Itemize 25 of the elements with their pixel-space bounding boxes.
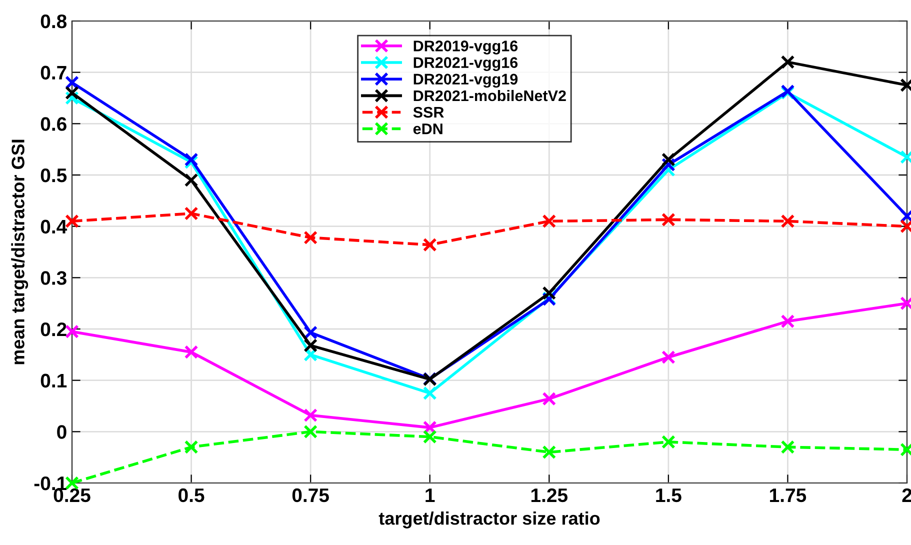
legend-label: DR2021-vgg16: [414, 57, 518, 72]
y-tick-label: 0.4: [40, 220, 68, 234]
y-tick-label: 0.1: [40, 374, 67, 388]
x-axis-title: target/distractor size ratio: [378, 512, 600, 528]
y-tick-label: 0.6: [40, 117, 66, 131]
x-tick-label: 1.75: [770, 488, 806, 502]
y-tick-label: 0.2: [40, 322, 66, 336]
y-tick-label: -0.1: [34, 476, 67, 490]
x-tick-label: 0.75: [292, 488, 329, 502]
y-tick-label: 0.7: [40, 66, 66, 80]
legend-label: eDN: [413, 124, 442, 134]
legend-label: DR2019-vgg16: [414, 40, 518, 54]
x-tick-label: 1.25: [531, 488, 568, 502]
y-tick-label: 0.3: [40, 271, 66, 285]
y-tick-label: 0.8: [40, 14, 67, 28]
y-axis-title: mean target/distractor GSI: [11, 140, 28, 364]
legend-label: SSR: [413, 106, 444, 118]
x-tick-label: 0.5: [178, 488, 204, 502]
legend-label: DR2021-mobileNetV2: [414, 90, 566, 102]
x-tick-label: 1.5: [656, 488, 682, 502]
y-tick-label: 0.5: [40, 168, 67, 182]
x-tick-label: 0.25: [54, 488, 90, 502]
legend-label: DR2021-vgg19: [414, 74, 518, 88]
x-tick-label: 1: [426, 488, 435, 502]
y-tick-label: 0: [57, 425, 66, 439]
